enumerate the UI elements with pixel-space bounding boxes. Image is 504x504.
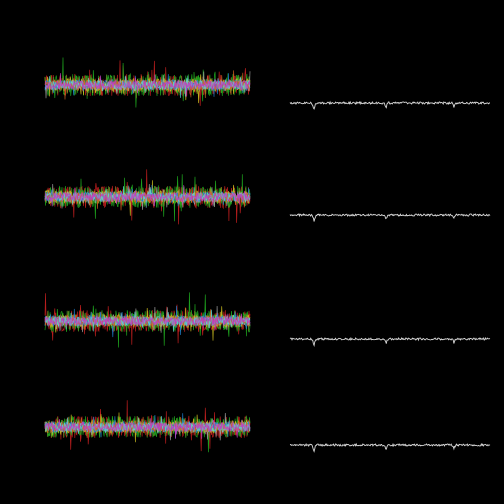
signal-panel-grid	[0, 0, 504, 504]
